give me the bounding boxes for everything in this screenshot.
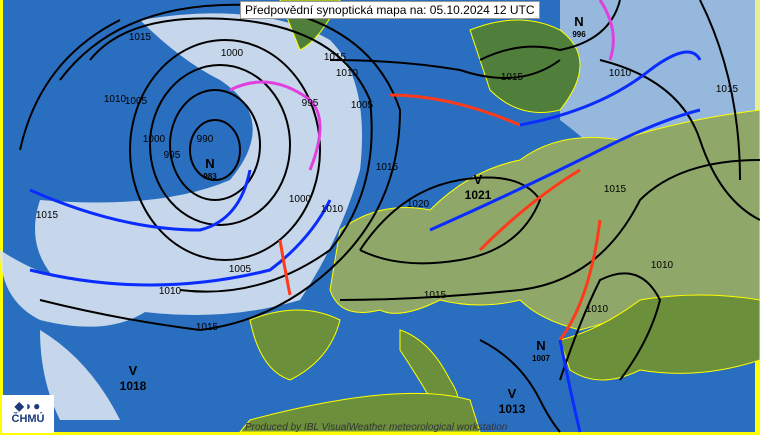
isobar-label: 1015: [501, 72, 524, 83]
isobar-label: 1010: [586, 304, 609, 315]
pressure-center-type: V: [508, 386, 517, 401]
pressure-center-value: 983: [203, 172, 217, 181]
isobar-label: 1010: [609, 68, 632, 79]
cold-front: [29, 199, 332, 287]
isobars: [19, 0, 760, 433]
isobar-label: 1000: [289, 194, 312, 205]
pressure-center-value: 1021: [465, 188, 492, 202]
pressure-center-type: N: [536, 338, 545, 353]
isobar-label: 1015: [129, 32, 152, 43]
isobar-label: 1005: [125, 96, 148, 107]
credit-text: Produced by IBL VisualWeather meteorolog…: [245, 422, 508, 433]
cold-front: [519, 50, 702, 127]
pressure-center-type: V: [129, 363, 138, 378]
cold-front: [429, 108, 701, 232]
logo-mark-icon: ◆◗●: [14, 399, 42, 413]
isobar-label: 1010: [159, 286, 182, 297]
logo-text: ČHMÚ: [11, 413, 45, 425]
isobar-label: 1010: [104, 94, 127, 105]
isobar-label: 1015: [604, 184, 627, 195]
map-title: Předpovědní synoptická mapa na: 05.10.20…: [240, 1, 540, 19]
isobar-label: 1015: [36, 210, 59, 221]
isobar-label: 1005: [229, 264, 252, 275]
isobar-label: 1000: [221, 48, 244, 59]
isobar-labels: 1015100010101005100099599099510001005101…: [36, 32, 739, 333]
isobar-label: 1020: [407, 199, 430, 210]
warm-front: [278, 239, 292, 296]
isobar-label: 1010: [651, 260, 674, 271]
isobar-label: 1015: [376, 162, 399, 173]
occluded-front: [598, 0, 615, 61]
isobar-label: 995: [164, 150, 181, 161]
pressure-center-type: N: [574, 14, 583, 29]
isobar-label: 1000: [143, 134, 166, 145]
pressure-center-value: 1013: [499, 402, 526, 416]
isobar-label: 1015: [424, 290, 447, 301]
isobar-label: 1005: [351, 100, 374, 111]
pressure-center-type: V: [474, 172, 483, 187]
isobar-label: 1015: [716, 84, 739, 95]
occluded-front: [229, 80, 322, 171]
warm-front: [389, 93, 521, 127]
pressure-center-value: 996: [572, 30, 586, 39]
pressure-center-value: 1018: [120, 379, 147, 393]
cold-front: [29, 169, 252, 232]
isobar-label: 1010: [336, 68, 359, 79]
isobar-label: 1010: [321, 204, 344, 215]
warm-front: [478, 168, 581, 252]
isobar-label: 1015: [324, 52, 347, 63]
isobar-label: 1015: [196, 322, 219, 333]
chmu-logo: ◆◗● ČHMÚ: [2, 395, 54, 433]
warm-front: [558, 219, 602, 341]
pressure-center-type: N: [205, 156, 214, 171]
isobar-label: 990: [197, 134, 214, 145]
pressure-center-value: 1007: [532, 354, 550, 363]
isobar-label: 995: [302, 98, 319, 109]
cold-front: [558, 339, 582, 433]
